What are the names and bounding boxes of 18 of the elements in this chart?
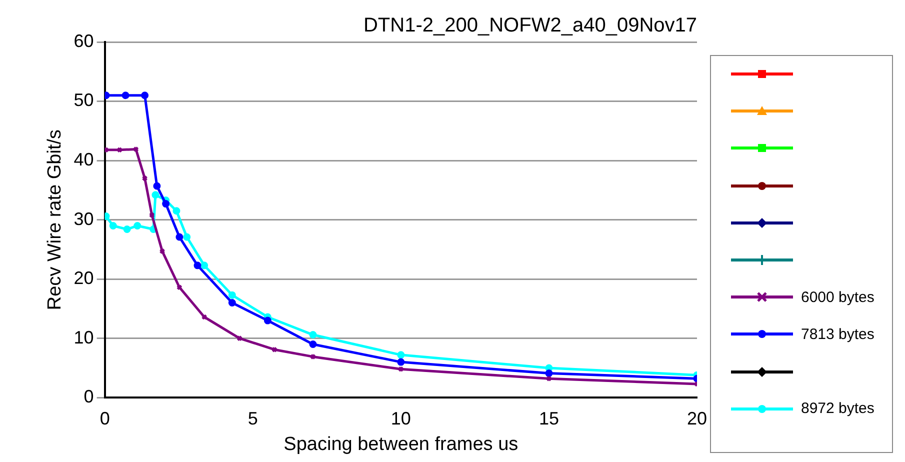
y-tick-label: 40 [74, 150, 94, 170]
y-tick-label: 50 [74, 90, 94, 110]
x-tick-label: 20 [686, 408, 708, 428]
legend-label: 8972 bytes [801, 400, 874, 418]
x-tick-label: 10 [390, 408, 411, 428]
chart-title: DTN1-2_200_NOFW2_a40_09Nov17 [363, 14, 697, 37]
x-tick-label: 5 [248, 408, 258, 428]
x-axis-title: Spacing between frames us [284, 434, 518, 455]
y-tick-label: 20 [74, 268, 94, 288]
legend-label: 6000 bytes [801, 288, 874, 306]
y-tick-label: 0 [84, 386, 94, 407]
y-tick-label: 10 [74, 327, 94, 348]
x-tick-label: 0 [100, 408, 110, 428]
x-tick-label: 15 [538, 408, 559, 428]
legend-label: 7813 bytes [801, 326, 874, 343]
y-tick-label: 60 [74, 30, 94, 51]
y-axis-title: Recv Wire rate Gbit/s [44, 130, 66, 310]
y-tick-label: 30 [74, 208, 94, 229]
